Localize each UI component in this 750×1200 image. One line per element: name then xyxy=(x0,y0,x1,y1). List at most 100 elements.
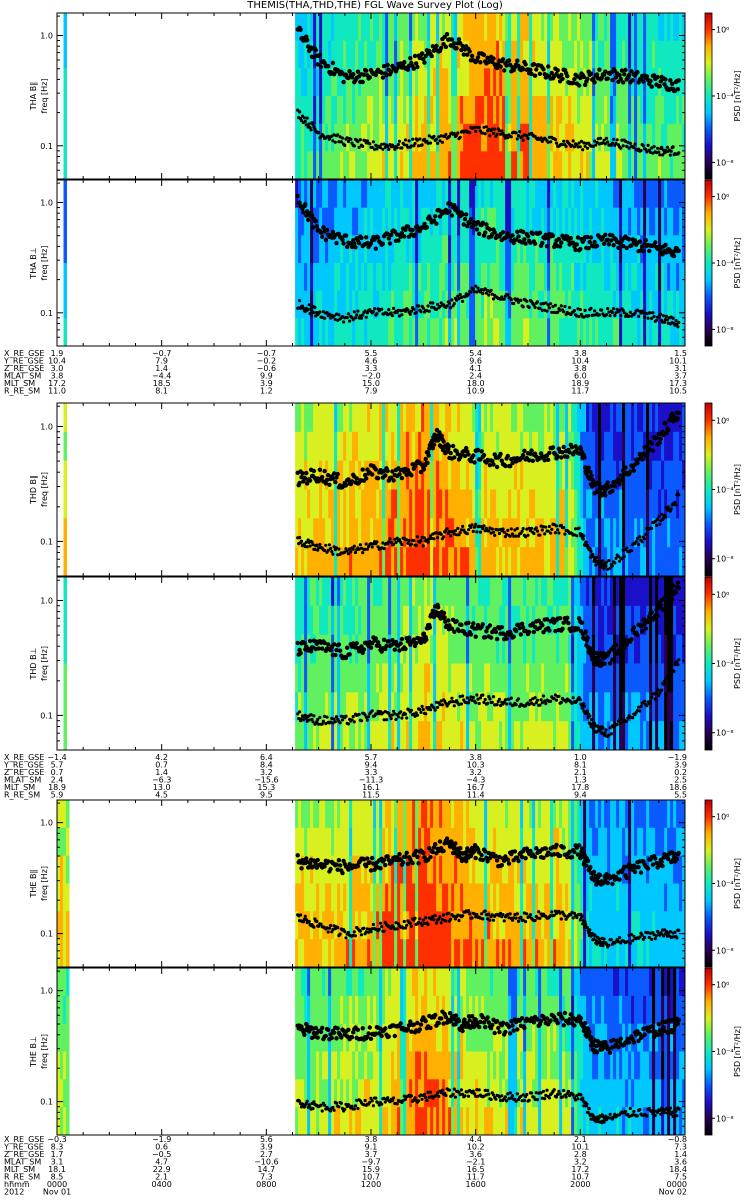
spectrogram-cell xyxy=(652,180,656,209)
spectrogram-cell xyxy=(673,40,677,69)
spectrogram-cell xyxy=(640,96,644,125)
spectrogram-cell xyxy=(661,123,665,152)
spectrogram-cell xyxy=(577,68,581,97)
spectrogram-cell xyxy=(436,96,440,125)
spectrogram-cell xyxy=(442,263,446,292)
spectrogram-cell xyxy=(547,263,551,292)
spectrogram-cell xyxy=(562,151,566,179)
spectrogram-cell xyxy=(445,460,449,490)
trace-point xyxy=(459,47,464,53)
spectrogram-cell xyxy=(670,318,674,346)
trace-point xyxy=(539,524,543,528)
spectrogram-cell xyxy=(295,68,299,97)
spectrogram-cell xyxy=(313,123,317,152)
spectrogram-cell xyxy=(466,431,470,462)
spectrogram-cell xyxy=(403,403,407,433)
trace-point xyxy=(305,481,310,486)
spectrogram-cell xyxy=(319,207,323,236)
spectrogram-cell xyxy=(646,40,650,69)
trace-point xyxy=(605,76,610,81)
spectrogram-cell xyxy=(409,96,413,125)
trace-point xyxy=(568,306,572,310)
spectrogram-cell xyxy=(682,318,685,346)
trace-point xyxy=(407,139,411,143)
spectrogram-cell xyxy=(382,68,386,97)
spectrogram-cell xyxy=(664,518,668,548)
trace-point xyxy=(641,311,646,315)
spectrogram-cell xyxy=(526,460,530,490)
spectrogram-cell xyxy=(622,290,626,319)
spectrogram-cell xyxy=(475,489,479,519)
spectrogram-cell xyxy=(400,547,404,576)
spectrogram-cell xyxy=(670,13,674,42)
trace-point xyxy=(572,450,577,455)
spectrogram-cell xyxy=(661,40,665,69)
spectrogram-cell xyxy=(529,460,533,490)
spectrogram-cell xyxy=(352,518,356,548)
spectrogram-cell xyxy=(529,547,533,576)
spectrogram-cell xyxy=(547,489,551,519)
spectrogram-cell xyxy=(478,547,482,576)
trace-point xyxy=(491,462,496,467)
trace-point xyxy=(554,524,559,528)
spectrogram-cell xyxy=(631,96,635,125)
spectrogram-cell xyxy=(364,290,368,319)
spectrogram-cell xyxy=(676,207,680,236)
trace-point xyxy=(514,131,518,135)
spectrogram-cell xyxy=(595,403,599,433)
trace-point xyxy=(458,292,462,297)
spectrogram-cell xyxy=(658,518,662,548)
spectrogram-cell xyxy=(433,123,437,152)
spectrogram-cell xyxy=(418,460,422,490)
trace-point xyxy=(530,458,535,463)
trace-point xyxy=(675,87,681,92)
trace-point xyxy=(588,547,592,551)
spectrogram-cell xyxy=(628,151,632,179)
spectrogram-cell xyxy=(496,263,500,292)
spectrogram-cell xyxy=(622,547,626,576)
trace-point xyxy=(576,83,582,88)
spectrogram-cell xyxy=(415,180,419,209)
spectrogram-cell xyxy=(646,13,650,42)
trace-point xyxy=(609,483,614,489)
trace-point xyxy=(330,229,336,235)
trace-point xyxy=(373,467,378,472)
trace-point xyxy=(635,69,640,75)
spectrogram-cell xyxy=(337,692,341,722)
spectrogram-cell xyxy=(604,151,608,179)
spectrogram-cell xyxy=(337,40,341,69)
spectrogram-cell xyxy=(409,68,413,97)
spectrogram-cell xyxy=(382,96,386,125)
spectrogram-cell xyxy=(391,577,395,607)
spectrogram-cell xyxy=(316,290,320,319)
spectrogram-cell xyxy=(631,460,635,490)
spectrogram-cell xyxy=(325,605,329,636)
trace-point xyxy=(419,538,423,543)
spectrogram-cell xyxy=(541,403,545,433)
trace-point xyxy=(619,477,625,483)
trace-point xyxy=(603,232,608,237)
spectrogram-cell xyxy=(304,518,308,548)
spectrogram-cell xyxy=(595,180,599,209)
spectrogram-cell xyxy=(415,96,419,125)
trace-point xyxy=(557,244,563,249)
spectrogram-cell xyxy=(613,180,617,209)
trace-point xyxy=(305,116,309,120)
spectrogram-cell xyxy=(523,96,527,125)
spectrogram-cell xyxy=(313,96,317,125)
spectrogram-cell xyxy=(607,13,611,42)
trace-point xyxy=(546,457,551,462)
spectrogram-cell xyxy=(463,489,467,519)
spectrogram-cell xyxy=(412,290,416,319)
trace-point xyxy=(610,310,615,315)
spectrogram-cell xyxy=(523,180,527,209)
spectrogram-cell xyxy=(547,151,551,179)
spectrogram-cell xyxy=(319,318,323,346)
spectrogram-cell xyxy=(622,151,626,179)
trace-point xyxy=(313,547,317,552)
spectrogram-cell xyxy=(586,518,590,548)
spectrogram-cell xyxy=(553,460,557,490)
trace-point xyxy=(574,447,579,452)
trace-point xyxy=(603,142,607,146)
spectrogram-cell xyxy=(634,180,638,209)
